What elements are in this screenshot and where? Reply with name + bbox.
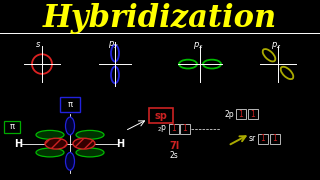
Text: sp: sp [155,111,167,121]
Text: Hybridization: Hybridization [43,3,277,34]
Text: 1: 1 [251,110,255,119]
Text: $_2$p: $_2$p [157,123,167,134]
Text: sr: sr [249,134,256,143]
Text: 1: 1 [273,134,277,143]
Ellipse shape [66,117,75,135]
Text: p$_x$: p$_x$ [193,40,204,51]
Bar [180,124,190,134]
Ellipse shape [76,148,104,157]
Bar [248,109,258,119]
Text: 7l: 7l [169,141,179,151]
Ellipse shape [66,152,75,170]
Bar [149,108,173,123]
Text: p$_y$: p$_y$ [108,40,118,51]
Text: 1: 1 [183,124,188,133]
Ellipse shape [76,130,104,139]
Ellipse shape [73,138,95,149]
Bar [270,134,280,144]
Ellipse shape [45,138,67,149]
Ellipse shape [36,130,64,139]
Text: 1: 1 [239,110,244,119]
Text: π: π [10,122,14,131]
Text: 2p: 2p [224,110,234,119]
Text: H: H [116,139,124,149]
Text: π: π [68,100,73,109]
Bar [169,124,179,134]
Text: s: s [36,40,40,49]
Bar [258,134,268,144]
Text: 1: 1 [260,134,265,143]
Text: H: H [14,139,22,149]
Bar [236,109,246,119]
Ellipse shape [36,148,64,157]
Text: 2s: 2s [170,151,178,160]
Bar [60,96,80,112]
Text: 1: 1 [172,124,176,133]
Text: p$_z$: p$_z$ [271,40,281,51]
Bar [4,121,20,133]
